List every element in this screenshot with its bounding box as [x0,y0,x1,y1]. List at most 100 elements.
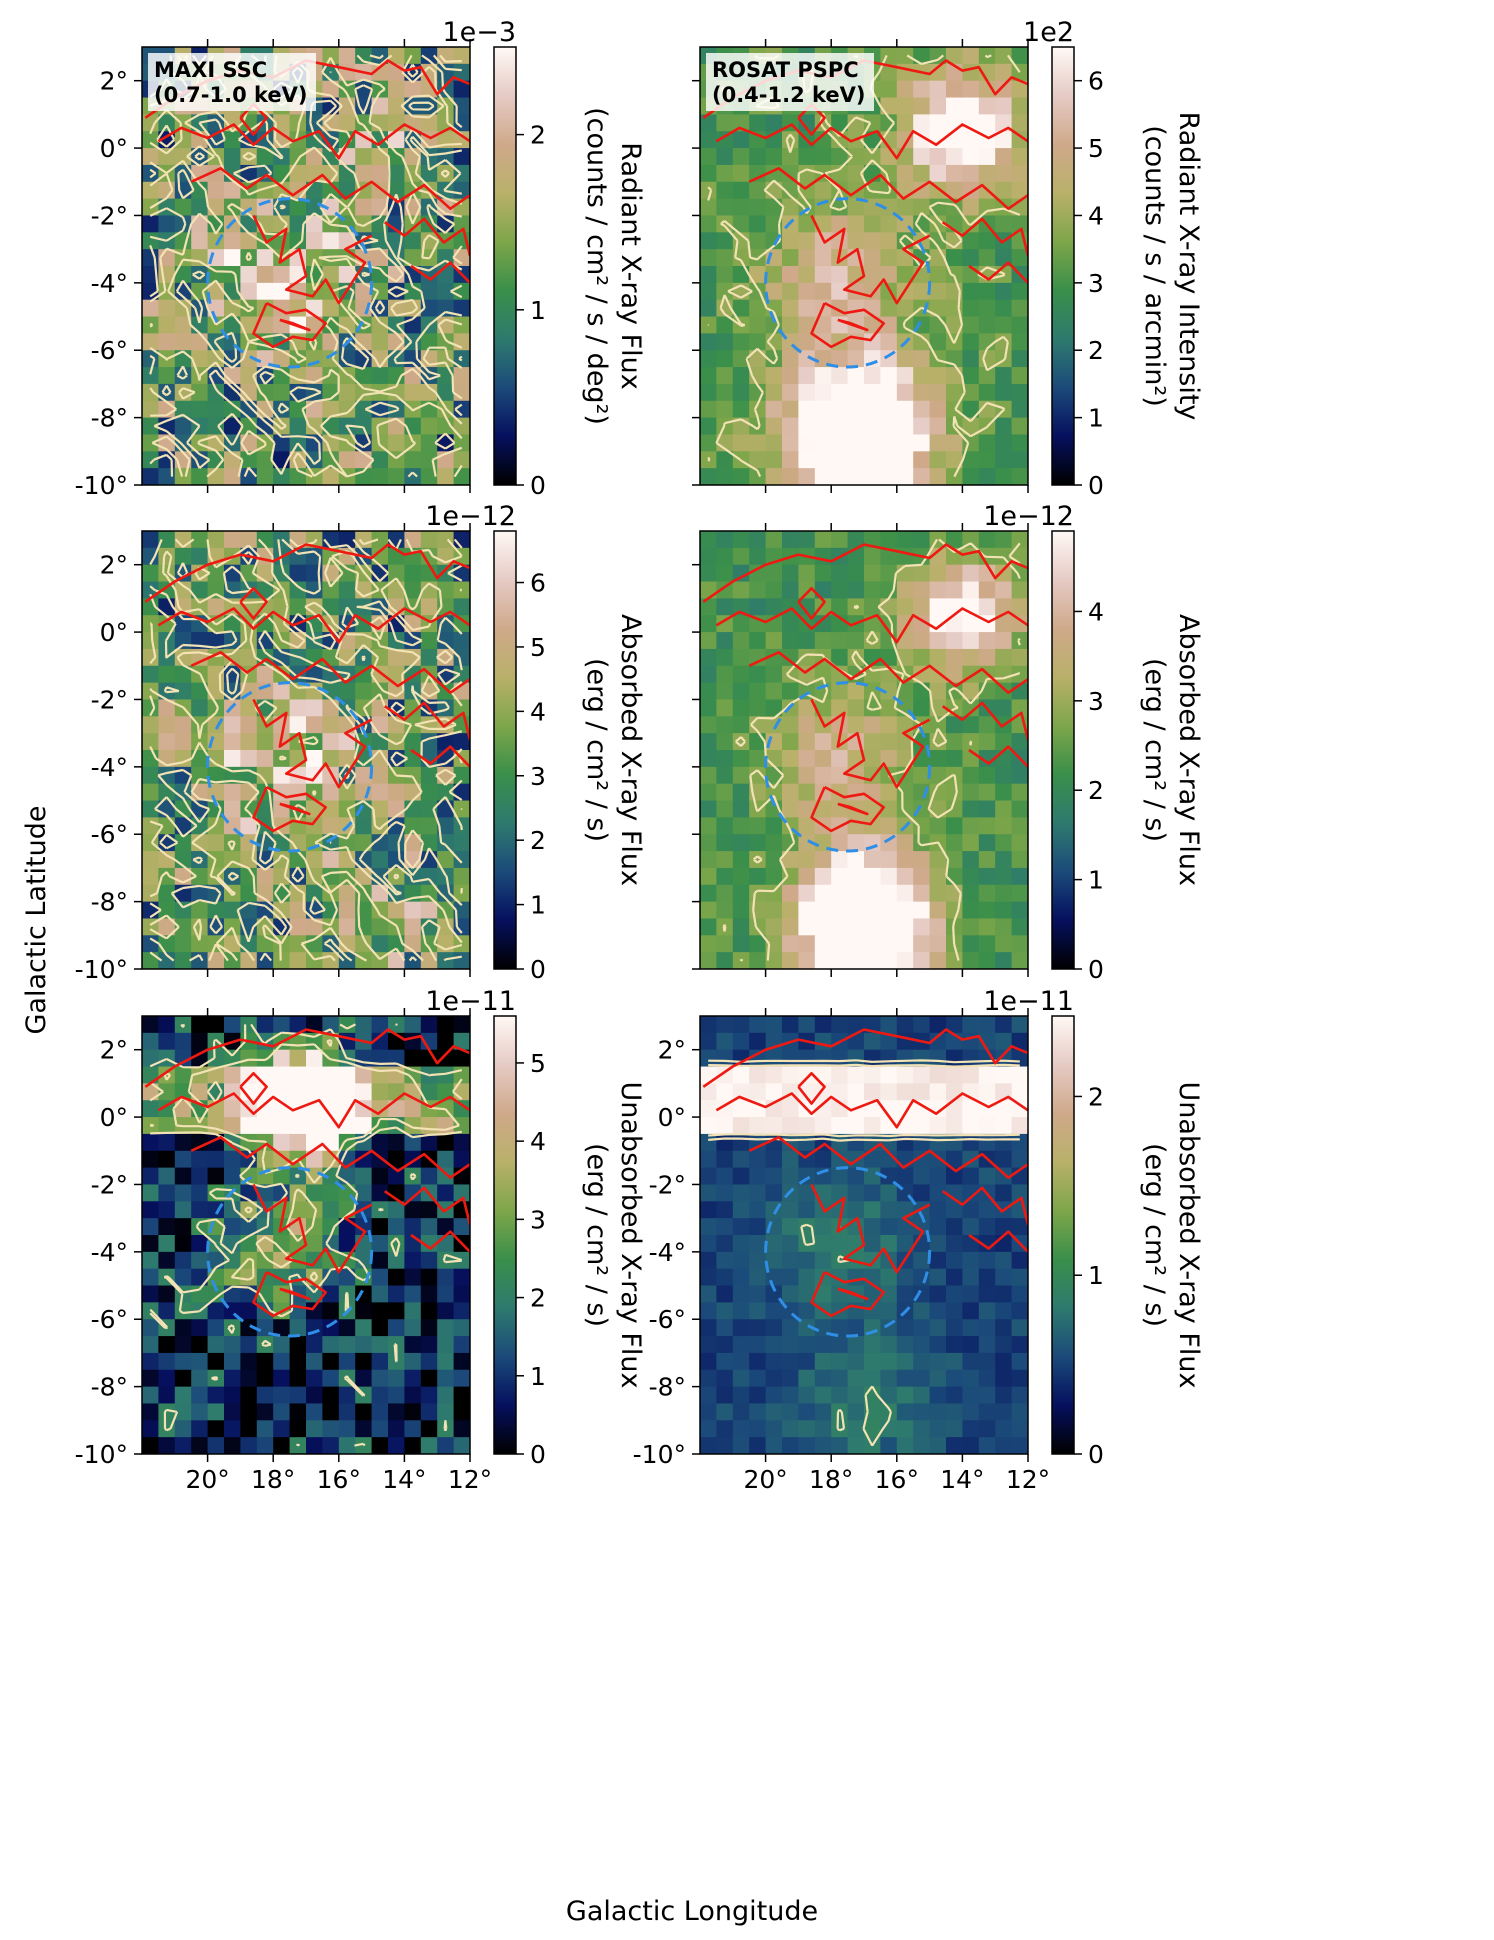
heatmap-cell [404,1049,422,1068]
heatmap-cell [716,148,734,166]
heatmap-cell [207,1066,225,1084]
heatmap-cell [289,952,307,969]
heatmap-cell [995,901,1013,920]
heatmap-cell [716,1100,734,1118]
heatmap-cell [142,1285,159,1303]
heatmap-cell [913,451,931,469]
heatmap-cell [798,581,816,599]
heatmap-cell [847,581,865,599]
panel-annotation: ROSAT PSPC(0.4-1.2 keV) [706,53,874,111]
heatmap-cell [322,935,340,953]
heatmap-cell [978,367,996,385]
heatmap-cell [716,952,734,969]
heatmap-cell [995,148,1013,166]
heatmap-cell [256,249,274,267]
heatmap-cell [371,266,389,284]
heatmap-cell [453,1403,470,1421]
y-tick-label: -10° [633,1440,686,1469]
heatmap-cell [322,699,340,717]
heatmap-cell [946,1167,963,1186]
heatmap-cell [322,1285,340,1303]
heatmap-cell [1011,114,1028,132]
heatmap-cell [814,266,832,284]
heatmap-cell [142,1133,159,1152]
heatmap-cell [240,531,258,549]
heatmap-cell [158,333,176,351]
heatmap-cell [716,266,734,284]
heatmap-cell [749,733,767,751]
heatmap-cell [798,1117,816,1135]
heatmap-cell [716,935,734,953]
heatmap-cell [240,1369,258,1388]
heatmap-cell [256,1437,274,1454]
colorbar-units: (erg / cm² / s) [581,1143,612,1327]
heatmap-cell [1011,1251,1028,1270]
heatmap-cell [158,1150,176,1169]
y-tick-label: -6° [91,336,128,365]
heatmap-cell [864,1302,881,1320]
heatmap-cell [847,901,865,920]
heatmap-cell [946,615,963,633]
heatmap-cell [453,299,470,318]
heatmap-cell [453,632,470,650]
heatmap-cell [174,682,192,701]
heatmap-cell [896,164,914,183]
heatmap-cell [749,817,767,835]
heatmap-cell [355,1066,373,1084]
heatmap-cell [896,884,914,903]
heatmap-cell [880,468,898,485]
heatmap-cell [913,1369,931,1388]
heatmap-cell [338,1117,356,1135]
heatmap-cell [946,434,963,452]
heatmap-cell [847,1268,865,1287]
heatmap-cell [896,1066,914,1084]
heatmap-cell [732,1302,750,1320]
heatmap-cell [371,1016,389,1034]
heatmap-cell [388,952,405,969]
y-tick-label: 0° [658,1103,686,1132]
heatmap-cell [224,615,241,633]
heatmap-cell [716,531,734,549]
heatmap-cell [371,1420,389,1438]
heatmap-cell [798,1083,816,1101]
heatmap-cell [880,564,898,583]
heatmap-cell [782,1285,799,1303]
heatmap-cell [732,935,750,953]
heatmap-cell [814,417,832,436]
heatmap-cell [864,1352,881,1371]
heatmap-cell [1011,249,1028,267]
heatmap-cell [946,1016,963,1034]
heatmap-cell [404,1420,422,1438]
colorbar-fill [493,1015,517,1455]
gas-contour [252,214,373,305]
heatmap-cell [716,1150,734,1169]
heatmap-cell [191,333,209,351]
gas-contour [190,1136,470,1179]
heatmap-cell [831,350,849,368]
heatmap-cell [864,851,881,869]
heatmap-cell [749,148,767,166]
heatmap-cell [453,350,470,368]
heatmap-cell [355,350,373,368]
heatmap-cell [765,1369,783,1388]
heatmap-cell [880,97,898,115]
heatmap-cell [716,198,734,217]
heatmap-cell [814,249,832,267]
heatmap-cell [732,1420,750,1438]
heatmap-cell [338,1352,356,1371]
heatmap-cell [338,1235,356,1253]
heatmap-cell [322,783,340,802]
heatmap-cell [716,181,734,200]
heatmap-cell [946,834,963,852]
heatmap-cell [978,564,996,583]
heatmap-cell [995,333,1013,351]
heatmap-cell [831,1369,849,1388]
heatmap-cell [700,564,717,583]
heatmap-cell [847,935,865,953]
annotation-band: (0.7-1.0 keV) [154,83,308,107]
x-tick-label: 18° [251,1465,295,1494]
gas-contour [941,1186,1028,1226]
heatmap-cell [782,884,799,903]
heatmap-cell [142,783,159,802]
heatmap-cell [962,648,980,667]
